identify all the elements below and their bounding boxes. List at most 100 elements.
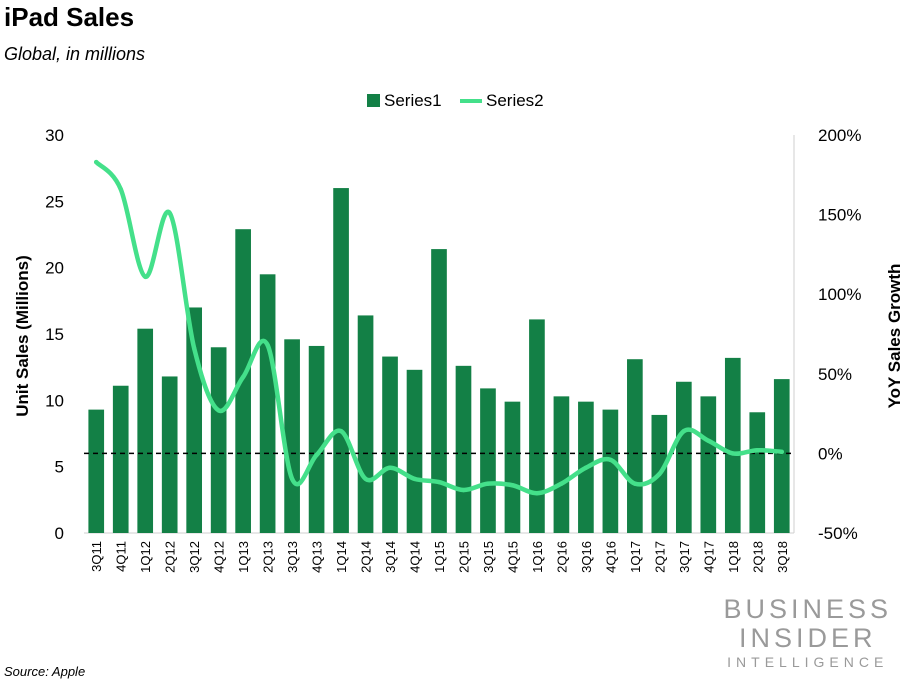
x-tick-label: 2Q18	[750, 541, 765, 573]
series2-point	[559, 481, 564, 486]
x-tick-label: 1Q18	[726, 541, 741, 573]
series2-point	[436, 479, 442, 485]
y2-tick-label: -50%	[818, 524, 858, 543]
series2-point	[167, 210, 172, 216]
x-tick-label: 1Q17	[628, 541, 643, 573]
x-tick-label: 2Q16	[554, 541, 569, 573]
x-tick-label: 1Q12	[138, 541, 153, 573]
series2-point	[461, 487, 466, 493]
series2-point	[363, 476, 368, 482]
series2-point	[779, 449, 784, 455]
brand-line-2: INSIDER	[738, 623, 877, 653]
bar	[284, 339, 300, 533]
bar	[333, 188, 349, 534]
bar	[210, 347, 227, 533]
series2-point	[338, 428, 344, 434]
series2-point	[94, 159, 99, 165]
y2-tick-label: 200%	[818, 126, 861, 145]
bar	[406, 369, 423, 533]
series2-point	[706, 438, 711, 443]
y2-axis-label: YoY Sales Growth	[885, 264, 904, 409]
series2-point	[583, 465, 589, 470]
bar	[357, 315, 374, 533]
y-tick-label: 30	[45, 126, 64, 145]
y-tick-label: 0	[55, 524, 64, 543]
series2-point	[534, 491, 540, 496]
x-tick-label: 3Q15	[481, 541, 496, 573]
x-tick-label: 4Q17	[701, 541, 716, 573]
series2-point	[265, 342, 270, 348]
legend: Series1 Series2	[367, 91, 544, 110]
bar	[773, 379, 790, 533]
x-tick-label: 2Q17	[652, 541, 667, 573]
chart-title: iPad Sales	[4, 2, 135, 32]
x-tick-label: 3Q11	[89, 541, 104, 572]
source-note: Source: Apple	[4, 664, 86, 679]
y2-tick-label: 0%	[818, 444, 843, 463]
bar	[137, 328, 154, 533]
x-tick-label: 4Q13	[310, 541, 325, 573]
y2-tick-label: 50%	[818, 365, 852, 384]
bar	[88, 409, 105, 533]
bar	[431, 249, 447, 534]
y-tick-label: 20	[45, 259, 64, 278]
legend-label-series2: Series2	[486, 91, 544, 110]
bar	[675, 381, 692, 533]
bar	[749, 412, 766, 533]
series2-point	[657, 471, 662, 477]
bar	[382, 356, 398, 533]
series2-point	[681, 428, 687, 434]
bar	[529, 319, 545, 533]
series2-point	[510, 483, 515, 488]
series2-point	[608, 457, 613, 462]
series2-point	[632, 481, 638, 486]
series2-point	[143, 274, 148, 279]
series2-point	[755, 448, 760, 453]
x-tick-label: 3Q17	[677, 541, 692, 573]
bar	[455, 365, 472, 533]
chart-subtitle: Global, in millions	[4, 44, 146, 64]
x-tick-label: 1Q14	[334, 541, 349, 573]
x-tick-label: 3Q18	[775, 541, 790, 573]
series2-point	[191, 346, 197, 351]
x-tick-label: 4Q11	[114, 541, 129, 572]
series2-point	[216, 408, 221, 413]
bar	[700, 396, 717, 533]
bar	[504, 401, 521, 533]
bar	[112, 385, 129, 533]
y-tick-label: 15	[45, 325, 64, 344]
bar	[602, 409, 619, 533]
y-tick-label: 25	[45, 192, 64, 211]
y-tick-label: 10	[45, 391, 64, 410]
bar	[480, 388, 496, 533]
y-axis-label: Unit Sales (Millions)	[13, 255, 32, 417]
y2-tick-label: 150%	[818, 206, 861, 225]
x-tick-label: 1Q16	[530, 541, 545, 573]
bar	[308, 345, 325, 533]
x-tick-label: 4Q16	[603, 541, 618, 573]
x-tick-label: 3Q16	[579, 541, 594, 573]
legend-label-series1: Series1	[384, 91, 442, 110]
x-tick-label: 2Q15	[456, 541, 471, 573]
series2-point	[412, 476, 417, 482]
series2-point	[485, 481, 491, 486]
y2-tick-label: 100%	[818, 285, 861, 304]
x-tick-label: 4Q15	[505, 541, 520, 573]
series2-point	[387, 465, 393, 470]
x-tick-label: 3Q13	[285, 541, 300, 573]
x-tick-label: 2Q12	[163, 541, 178, 573]
x-tick-label: 3Q14	[383, 541, 398, 573]
bar	[259, 274, 276, 533]
series2-point	[289, 476, 295, 482]
brand-line-1: BUSINESS	[723, 594, 892, 624]
series2-point	[118, 186, 123, 192]
y-tick-label: 5	[55, 458, 64, 477]
plot-layer: 0 5 10 15 20 25 30 -50% 0% 50% 100% 150% 200% 3Q11 4Q1…	[45, 126, 861, 573]
bar	[235, 229, 251, 533]
x-tick-label: 2Q14	[359, 541, 374, 573]
bar	[161, 376, 178, 533]
brand-logo: BUSINESS INSIDER INTELLIGENCE	[723, 594, 892, 672]
chart-area: Series1 Series2 Unit Sales (Millions) Yo…	[13, 91, 904, 573]
bar	[627, 359, 643, 533]
x-tick-label: 4Q14	[408, 541, 423, 573]
